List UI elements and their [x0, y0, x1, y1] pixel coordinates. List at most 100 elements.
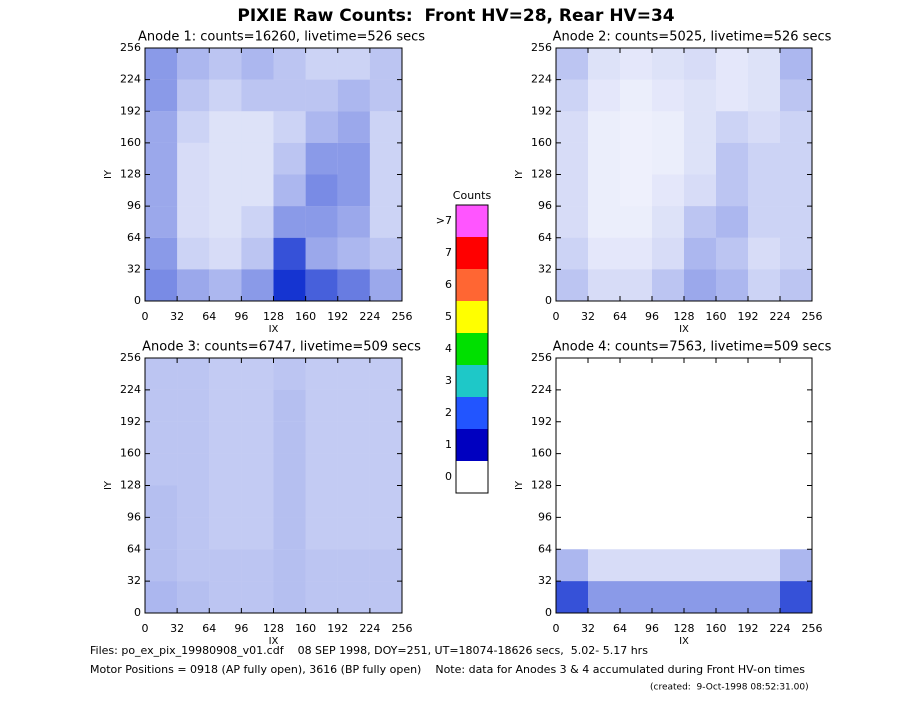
density-cell	[716, 206, 748, 238]
x-tick-label: 192	[327, 310, 348, 323]
density-cell	[684, 422, 716, 454]
density-cell	[241, 111, 274, 143]
panel-title: Anode 4: counts=7563, livetime=509 secs	[553, 340, 832, 355]
density-cell	[369, 237, 402, 270]
density-cell	[588, 581, 620, 613]
y-tick-label: 32	[538, 262, 552, 275]
density-cell	[620, 454, 652, 486]
density-cell	[177, 421, 210, 454]
density-cell	[684, 111, 716, 143]
density-cell	[305, 389, 338, 422]
density-cell	[369, 581, 402, 613]
density-cell	[556, 79, 588, 112]
y-tick-label: 128	[120, 479, 141, 492]
density-cell	[209, 421, 242, 454]
x-tick-label: 192	[738, 622, 759, 635]
density-cell	[556, 142, 588, 175]
y-tick-label: 224	[120, 383, 141, 396]
density-cell	[716, 174, 748, 207]
density-cell	[369, 549, 402, 582]
density-cell	[556, 111, 588, 143]
y-tick-label: 224	[531, 73, 552, 86]
density-cell	[780, 79, 812, 112]
density-cell	[337, 517, 370, 550]
x-tick-label: 0	[142, 622, 149, 635]
density-cell	[620, 79, 652, 112]
density-cell	[620, 390, 652, 422]
density-cell	[305, 237, 338, 270]
density-cell	[145, 581, 178, 613]
density-cell	[241, 581, 274, 613]
y-tick-label: 64	[538, 542, 552, 555]
density-cell	[305, 453, 338, 486]
density-cell	[588, 79, 620, 112]
density-cell	[241, 517, 274, 550]
density-cell	[620, 517, 652, 549]
density-cell	[684, 581, 716, 613]
density-cell	[209, 549, 242, 582]
density-cell	[716, 486, 748, 518]
density-cell	[620, 111, 652, 143]
colorbar-swatch	[456, 461, 488, 493]
density-cell	[780, 142, 812, 175]
y-tick-label: 192	[531, 415, 552, 428]
density-cell	[177, 549, 210, 582]
x-axis-label: IX	[269, 636, 279, 647]
density-cell	[620, 422, 652, 454]
density-cell	[209, 48, 242, 80]
y-tick-label: 224	[120, 73, 141, 86]
x-tick-label: 64	[613, 622, 627, 635]
colorbar-label: 7	[445, 246, 452, 259]
density-cell	[748, 174, 780, 207]
density-cell	[684, 174, 716, 207]
density-cell	[556, 517, 588, 549]
y-tick-label: 224	[531, 383, 552, 396]
density-cell	[716, 454, 748, 486]
density-cell	[716, 390, 748, 422]
density-cell	[780, 581, 812, 613]
y-tick-label: 0	[545, 606, 552, 619]
density-cell	[305, 142, 338, 175]
density-cell	[305, 174, 338, 207]
density-cell	[748, 581, 780, 613]
density-cell	[177, 206, 210, 238]
x-tick-label: 128	[263, 310, 284, 323]
density-cell	[177, 48, 210, 80]
density-cell	[337, 206, 370, 238]
colorbar-swatch	[456, 205, 488, 237]
x-tick-label: 96	[645, 310, 659, 323]
density-cell	[369, 358, 402, 390]
density-cell	[588, 454, 620, 486]
x-tick-label: 224	[359, 310, 380, 323]
density-cell	[748, 79, 780, 112]
density-cell	[748, 517, 780, 549]
x-tick-label: 224	[359, 622, 380, 635]
density-cell	[748, 269, 780, 301]
y-tick-label: 160	[531, 136, 552, 149]
colorbar-swatch	[456, 301, 488, 333]
density-cell	[241, 174, 274, 207]
density-cell	[652, 517, 684, 549]
density-cell	[652, 48, 684, 80]
y-tick-label: 160	[531, 447, 552, 460]
density-cell	[780, 237, 812, 270]
x-tick-label: 256	[802, 310, 823, 323]
density-cell	[748, 454, 780, 486]
density-cell	[620, 549, 652, 582]
y-tick-label: 64	[127, 231, 141, 244]
density-cell	[652, 390, 684, 422]
density-cell	[305, 549, 338, 582]
footer-files: Files: po_ex_pix_19980908_v01.cdf 08 SEP…	[90, 644, 648, 657]
density-cell	[684, 206, 716, 238]
density-cell	[684, 549, 716, 582]
density-cell	[588, 174, 620, 207]
density-cell	[780, 549, 812, 582]
panel-title: Anode 3: counts=6747, livetime=509 secs	[142, 340, 421, 355]
colorbar-label: 5	[445, 310, 452, 323]
colorbar-title: Counts	[453, 189, 492, 202]
x-axis-label: IX	[679, 324, 689, 335]
y-tick-label: 96	[538, 199, 552, 212]
density-cell	[716, 48, 748, 80]
y-tick-label: 32	[127, 262, 141, 275]
density-cell	[588, 390, 620, 422]
